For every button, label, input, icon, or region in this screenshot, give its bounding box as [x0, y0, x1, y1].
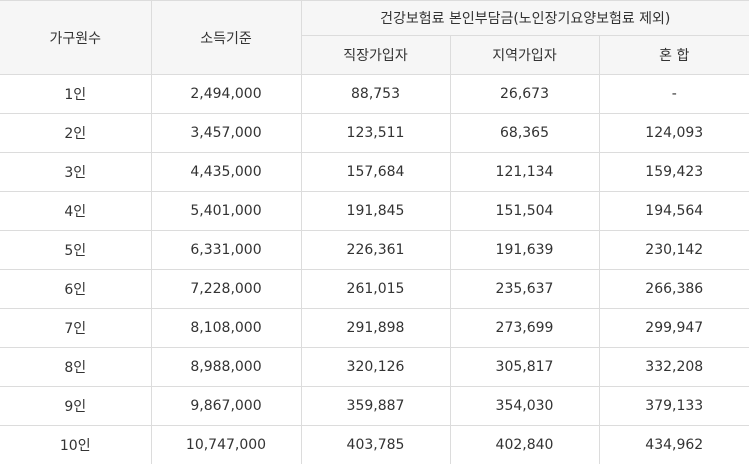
regional-cell: 26,673	[449, 74, 600, 114]
household-size-cell: 4인	[0, 191, 152, 231]
household-size-cell: 5인	[0, 230, 152, 270]
employee-cell: 403,785	[300, 425, 451, 464]
employee-cell: 226,361	[300, 230, 451, 270]
income-standard-cell: 5,401,000	[150, 191, 302, 231]
income-standard-cell: 10,747,000	[150, 425, 302, 464]
household-size-cell: 9인	[0, 386, 152, 426]
mixed-cell: 194,564	[598, 191, 749, 231]
income-standard-header: 소득기준	[150, 0, 302, 75]
premium-group-header: 건강보험료 본인부담금(노인장기요양보험료 제외)	[300, 0, 749, 36]
table-row: 8인 8,988,000 320,126 305,817 332,208	[0, 347, 749, 387]
household-size-cell: 10인	[0, 425, 152, 464]
employee-cell: 261,015	[300, 269, 451, 309]
table-row: 10인 10,747,000 403,785 402,840 434,962	[0, 425, 749, 464]
mixed-cell: -	[598, 74, 749, 114]
employee-cell: 191,845	[300, 191, 451, 231]
income-standard-cell: 8,988,000	[150, 347, 302, 387]
table-row: 9인 9,867,000 359,887 354,030 379,133	[0, 386, 749, 426]
household-size-cell: 1인	[0, 74, 152, 114]
mixed-cell: 159,423	[598, 152, 749, 192]
mixed-cell: 299,947	[598, 308, 749, 348]
regional-cell: 235,637	[449, 269, 600, 309]
employee-cell: 123,511	[300, 113, 451, 153]
table-row: 7인 8,108,000 291,898 273,699 299,947	[0, 308, 749, 348]
regional-cell: 402,840	[449, 425, 600, 464]
table-row: 5인 6,331,000 226,361 191,639 230,142	[0, 230, 749, 270]
employee-cell: 157,684	[300, 152, 451, 192]
employee-header: 직장가입자	[301, 35, 451, 75]
regional-cell: 273,699	[449, 308, 600, 348]
income-standard-cell: 3,457,000	[150, 113, 302, 153]
mixed-cell: 124,093	[598, 113, 749, 153]
mixed-cell: 332,208	[598, 347, 749, 387]
household-size-cell: 8인	[0, 347, 152, 387]
regional-cell: 151,504	[449, 191, 600, 231]
regional-header: 지역가입자	[449, 35, 600, 75]
table-row: 4인 5,401,000 191,845 151,504 194,564	[0, 191, 749, 231]
mixed-cell: 379,133	[598, 386, 749, 426]
table-row: 3인 4,435,000 157,684 121,134 159,423	[0, 152, 749, 192]
income-standard-cell: 4,435,000	[150, 152, 302, 192]
income-standard-cell: 9,867,000	[150, 386, 302, 426]
regional-cell: 305,817	[449, 347, 600, 387]
household-size-header: 가구원수	[0, 0, 152, 75]
income-standard-cell: 7,228,000	[150, 269, 302, 309]
regional-cell: 191,639	[449, 230, 600, 270]
mixed-cell: 230,142	[598, 230, 749, 270]
table-header: 가구원수 소득기준 건강보험료 본인부담금(노인장기요양보험료 제외) 직장가입…	[0, 0, 749, 75]
income-standard-cell: 6,331,000	[150, 230, 302, 270]
premium-table: 가구원수 소득기준 건강보험료 본인부담금(노인장기요양보험료 제외) 직장가입…	[0, 0, 749, 464]
household-size-cell: 6인	[0, 269, 152, 309]
regional-cell: 121,134	[449, 152, 600, 192]
regional-cell: 68,365	[449, 113, 600, 153]
household-size-cell: 3인	[0, 152, 152, 192]
employee-cell: 88,753	[300, 74, 451, 114]
table-row: 2인 3,457,000 123,511 68,365 124,093	[0, 113, 749, 153]
table-row: 1인 2,494,000 88,753 26,673-	[0, 74, 749, 114]
mixed-header: 혼 합	[598, 35, 749, 75]
employee-cell: 359,887	[300, 386, 451, 426]
employee-cell: 291,898	[300, 308, 451, 348]
employee-cell: 320,126	[300, 347, 451, 387]
mixed-cell: 266,386	[598, 269, 749, 309]
mixed-cell: 434,962	[598, 425, 749, 464]
household-size-cell: 7인	[0, 308, 152, 348]
household-size-cell: 2인	[0, 113, 152, 153]
table-body: 1인 2,494,000 88,753 26,673-2인 3,457,000 123,5…	[0, 74, 749, 464]
income-standard-cell: 8,108,000	[150, 308, 302, 348]
regional-cell: 354,030	[449, 386, 600, 426]
income-standard-cell: 2,494,000	[150, 74, 302, 114]
table-row: 6인 7,228,000 261,015 235,637 266,386	[0, 269, 749, 309]
